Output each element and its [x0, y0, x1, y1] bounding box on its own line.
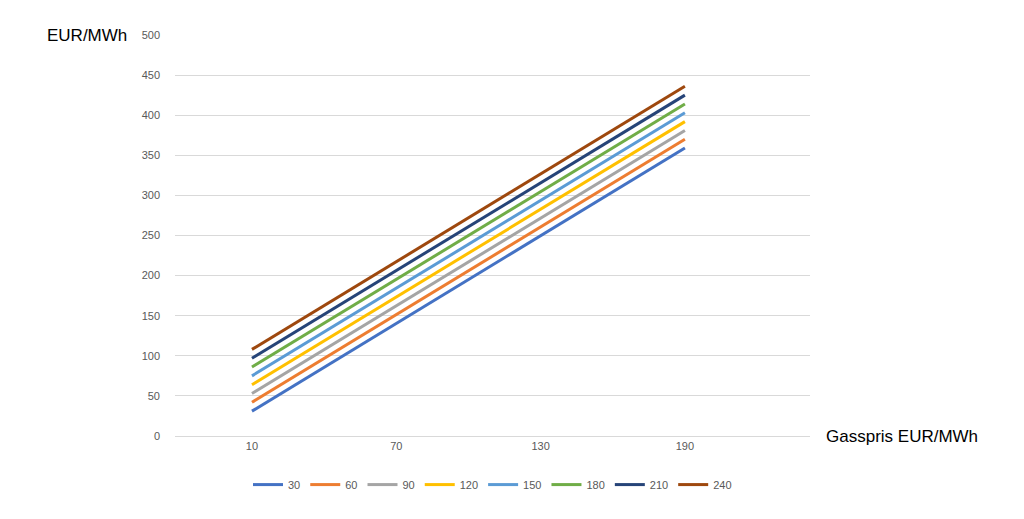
svg-text:10: 10 — [246, 440, 258, 452]
svg-text:350: 350 — [142, 149, 160, 161]
svg-text:60: 60 — [345, 479, 357, 491]
svg-text:30: 30 — [288, 479, 300, 491]
svg-text:EUR/MWh: EUR/MWh — [47, 26, 127, 45]
svg-text:250: 250 — [142, 229, 160, 241]
svg-text:50: 50 — [148, 390, 160, 402]
svg-text:450: 450 — [142, 69, 160, 81]
svg-text:200: 200 — [142, 269, 160, 281]
svg-text:150: 150 — [523, 479, 541, 491]
svg-text:400: 400 — [142, 109, 160, 121]
svg-text:190: 190 — [676, 440, 694, 452]
svg-text:70: 70 — [390, 440, 402, 452]
svg-text:500: 500 — [142, 29, 160, 41]
svg-text:130: 130 — [531, 440, 549, 452]
svg-text:300: 300 — [142, 189, 160, 201]
svg-text:180: 180 — [586, 479, 604, 491]
svg-text:0: 0 — [154, 430, 160, 442]
svg-text:210: 210 — [650, 479, 668, 491]
svg-text:100: 100 — [142, 350, 160, 362]
svg-text:120: 120 — [460, 479, 478, 491]
svg-text:150: 150 — [142, 310, 160, 322]
svg-text:90: 90 — [403, 479, 415, 491]
svg-text:240: 240 — [713, 479, 731, 491]
svg-text:Gasspris EUR/MWh: Gasspris EUR/MWh — [826, 427, 978, 446]
